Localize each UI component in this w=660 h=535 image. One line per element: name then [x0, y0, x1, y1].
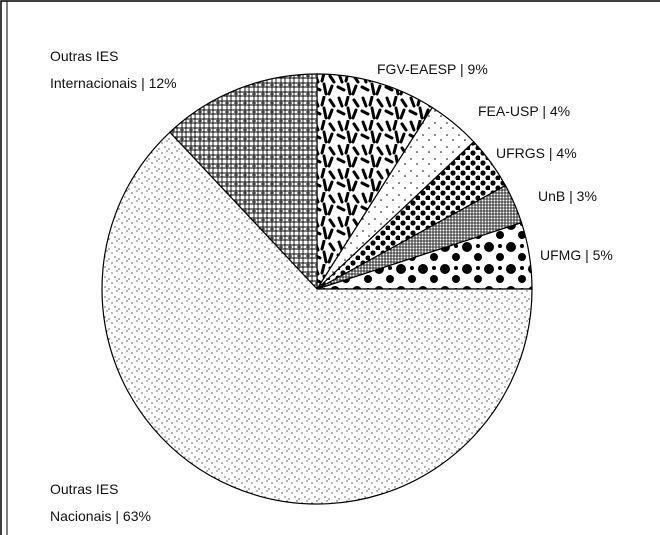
value-label: 12%	[148, 75, 177, 91]
category: Outras IES Nacionais	[50, 481, 119, 524]
separator: |	[460, 61, 464, 77]
value-label: 63%	[122, 508, 151, 524]
category: UFRGS	[496, 145, 545, 161]
separator: |	[548, 145, 553, 161]
category: UFMG	[540, 247, 582, 263]
value-label: 3%	[576, 188, 597, 204]
value-label: 4%	[556, 145, 577, 161]
pie-slice	[101, 131, 533, 505]
slice-label: FEA-USP | 4%	[478, 98, 660, 125]
category: Outras IES Internacionais	[50, 48, 138, 91]
slice-label: FGV-EAESP | 9%	[377, 56, 577, 83]
category: FGV-EAESP	[377, 61, 457, 77]
separator: |	[569, 188, 573, 204]
value-label: 4%	[549, 103, 571, 119]
category: FEA-USP	[478, 103, 539, 119]
separator: |	[141, 75, 145, 91]
slice-label: Outras IES Nacionais | 63%	[50, 476, 175, 530]
separator: |	[115, 508, 120, 524]
slice-label: UFRGS | 4%	[496, 140, 660, 167]
pie-slice	[168, 73, 318, 291]
separator: |	[585, 247, 589, 263]
value-label: 5%	[592, 247, 613, 263]
value-label: 9%	[467, 61, 488, 77]
separator: |	[542, 103, 546, 119]
slice-label: UnB | 3%	[538, 183, 660, 210]
slice-label: Outras IES Internacionais | 12%	[50, 43, 190, 97]
slice-label: UFMG | 5%	[540, 242, 660, 269]
category: UnB	[538, 188, 566, 204]
pie-slice	[316, 73, 434, 292]
